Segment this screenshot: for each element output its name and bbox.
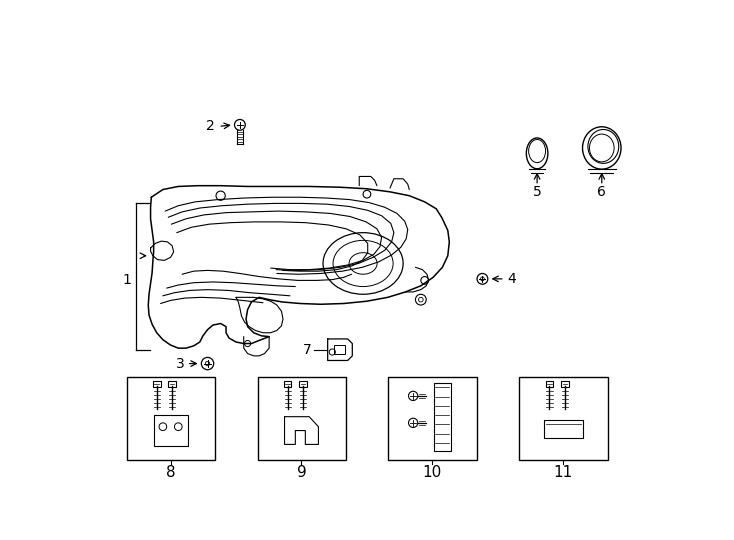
Text: 3: 3 bbox=[175, 356, 184, 370]
Bar bbox=[153, 381, 161, 387]
Bar bbox=[258, 377, 346, 460]
Bar bbox=[561, 381, 569, 387]
Text: 10: 10 bbox=[423, 464, 442, 480]
Text: 11: 11 bbox=[553, 464, 573, 480]
Text: 9: 9 bbox=[297, 464, 306, 480]
Bar bbox=[520, 377, 608, 460]
Bar bbox=[545, 381, 553, 387]
Bar bbox=[284, 381, 291, 387]
Bar bbox=[168, 381, 176, 387]
Text: 2: 2 bbox=[206, 119, 215, 133]
Bar bbox=[544, 420, 583, 438]
Text: 4: 4 bbox=[507, 272, 516, 286]
Bar bbox=[388, 377, 477, 460]
Bar bbox=[153, 415, 187, 446]
Bar bbox=[434, 383, 451, 450]
Text: 8: 8 bbox=[166, 464, 175, 480]
Text: 6: 6 bbox=[597, 185, 606, 199]
Text: 1: 1 bbox=[123, 273, 131, 287]
Bar bbox=[127, 377, 215, 460]
Bar bbox=[299, 381, 307, 387]
Text: 5: 5 bbox=[533, 185, 542, 199]
Bar bbox=[334, 345, 344, 354]
Text: 7: 7 bbox=[303, 343, 312, 357]
